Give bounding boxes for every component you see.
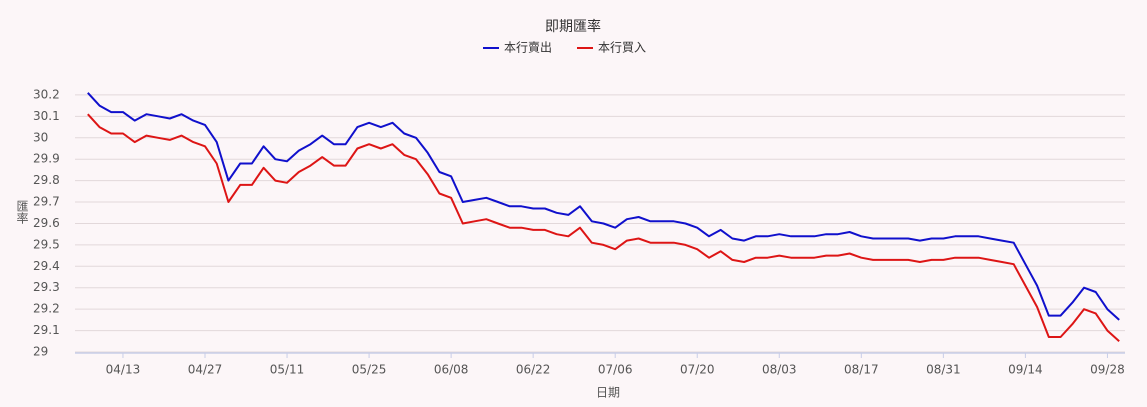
x-tick-label: 06/08 <box>434 363 469 377</box>
y-tick-label: 29.3 <box>33 280 60 294</box>
y-tick-label: 29.2 <box>33 302 60 316</box>
series-line <box>87 92 1120 321</box>
y-tick-label: 30 <box>33 130 48 144</box>
x-tick-label: 08/17 <box>844 363 879 377</box>
y-tick-label: 30.1 <box>33 109 60 123</box>
x-tick-label: 07/20 <box>680 363 715 377</box>
y-tick-label: 29 <box>33 345 48 359</box>
y-tick-label: 29.4 <box>33 259 60 273</box>
x-tick-label: 07/06 <box>598 363 633 377</box>
y-tick-label: 29.7 <box>33 195 60 209</box>
x-tick-label: 04/13 <box>106 363 141 377</box>
legend-label: 本行買入 <box>598 41 646 55</box>
legend-label: 本行賣出 <box>504 40 552 55</box>
y-tick-label: 29.9 <box>33 152 60 166</box>
y-tick-label: 30.2 <box>33 87 60 101</box>
x-axis-title: 日期 <box>596 386 620 400</box>
x-tick-label: 09/14 <box>1008 363 1043 377</box>
x-tick-label: 05/25 <box>352 363 387 377</box>
series-line <box>87 113 1120 343</box>
x-tick-label: 05/11 <box>270 363 305 377</box>
y-tick-label: 29.5 <box>33 237 60 251</box>
chart-title: 即期匯率 <box>545 18 601 35</box>
x-tick-label: 09/28 <box>1090 363 1125 377</box>
y-axis-title: 匯率 <box>15 200 29 224</box>
x-tick-label: 08/03 <box>762 363 797 377</box>
y-tick-label: 29.1 <box>33 323 60 337</box>
x-tick-label: 04/27 <box>188 363 223 377</box>
x-tick-label: 06/22 <box>516 363 551 377</box>
y-tick-label: 29.6 <box>33 216 60 230</box>
y-tick-label: 29.8 <box>33 173 60 187</box>
x-tick-label: 08/31 <box>926 363 961 377</box>
